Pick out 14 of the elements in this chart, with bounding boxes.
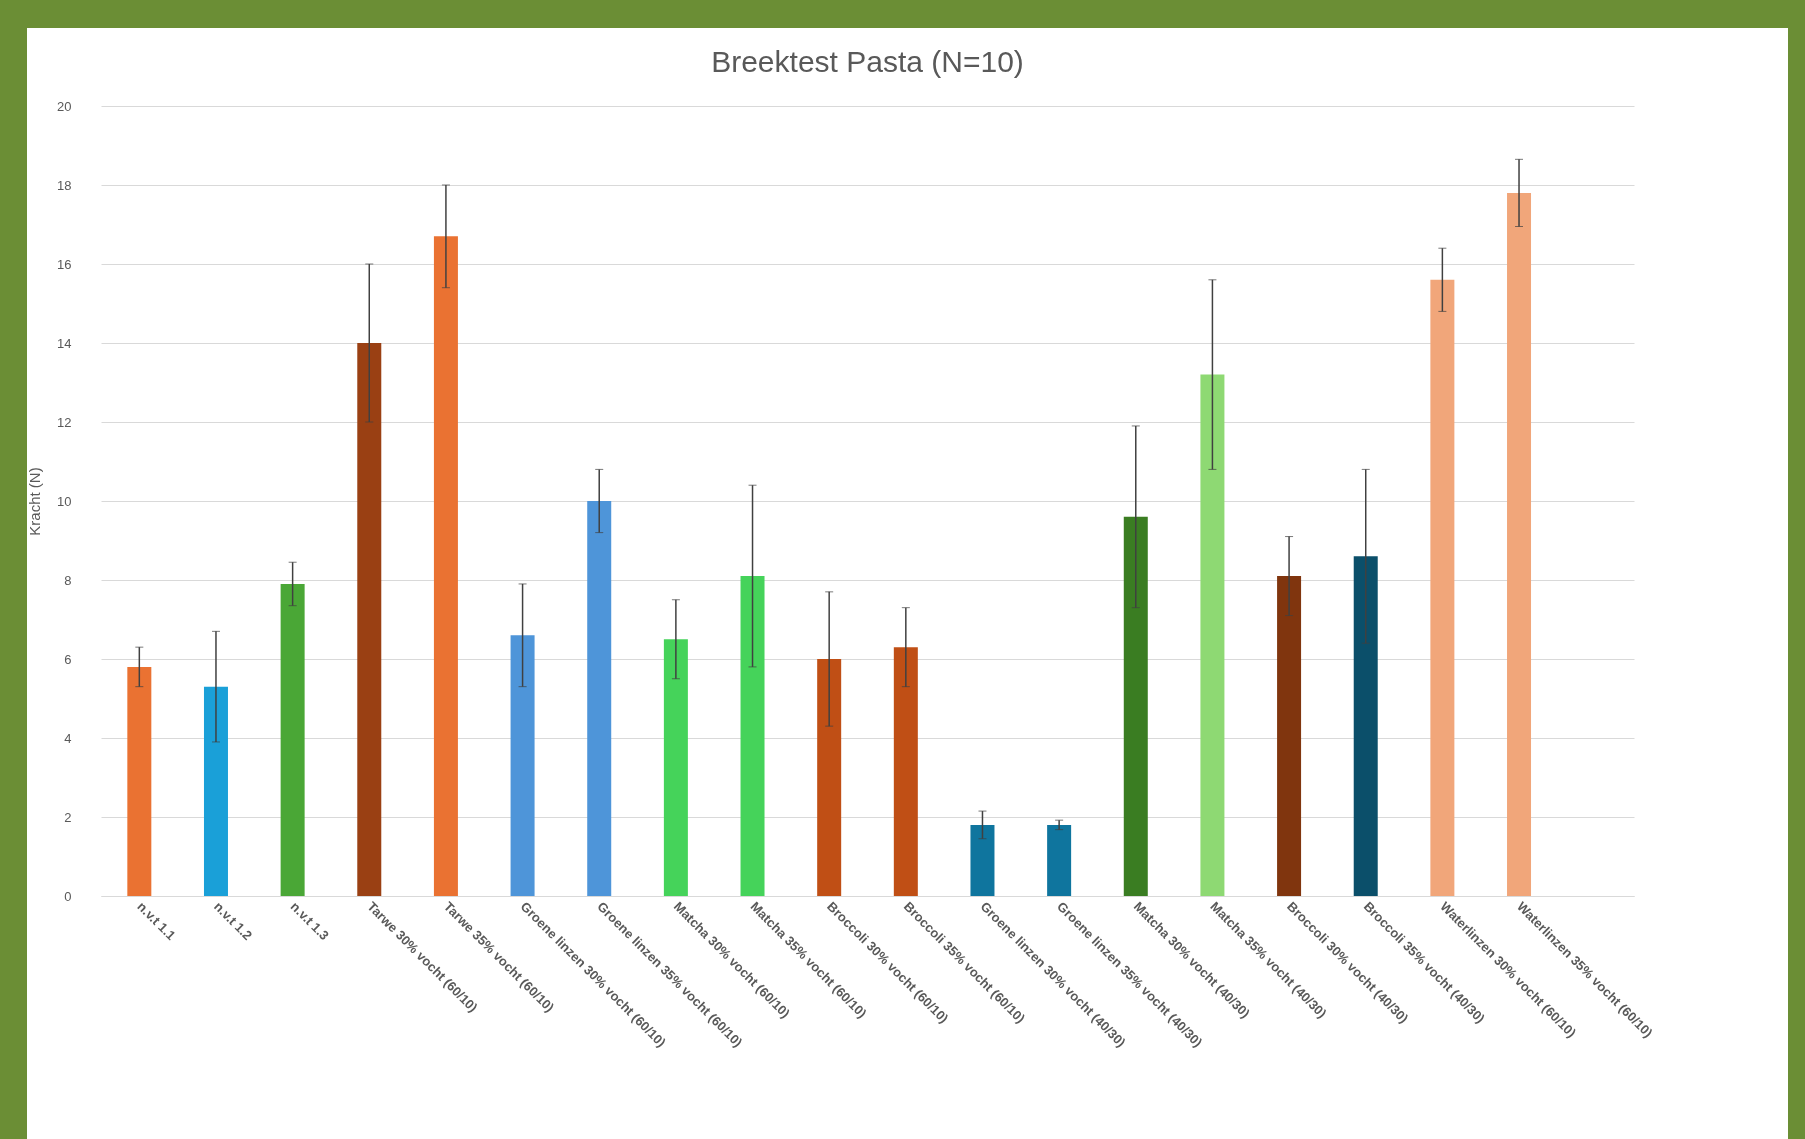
y-tick-label: 14 <box>57 335 72 351</box>
y-tick-label: 18 <box>57 177 72 193</box>
y-tick-label: 2 <box>64 809 72 825</box>
y-tick-label: 20 <box>57 98 72 114</box>
y-tick-label: 8 <box>64 572 72 588</box>
y-tick-label: 4 <box>64 730 72 746</box>
y-tick-label: 0 <box>64 888 72 904</box>
y-axis-title: Kracht (N) <box>26 467 44 536</box>
chart-title: Breektest Pasta (N=10) <box>711 45 1024 78</box>
y-tick-label: 6 <box>64 651 72 667</box>
y-tick-label: 12 <box>57 414 72 430</box>
y-tick-label: 10 <box>57 493 72 509</box>
x-tick-label: n.v.t 1.3 <box>287 898 332 943</box>
y-tick-label: 16 <box>57 256 72 272</box>
